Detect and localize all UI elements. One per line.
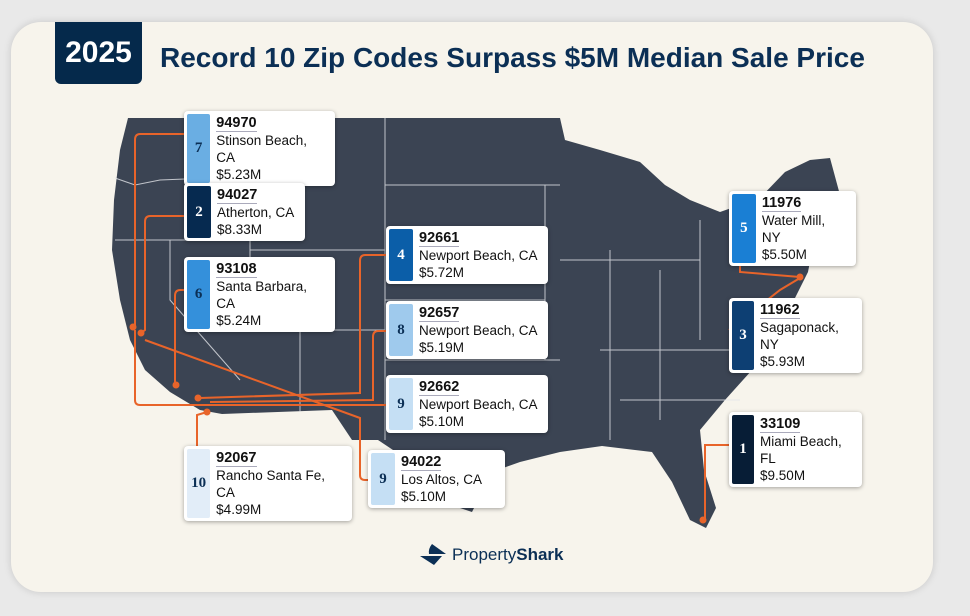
place-name: Newport Beach, CA (419, 397, 538, 412)
zip-code: 92657 (419, 305, 460, 322)
zip-code: 94022 (401, 454, 442, 471)
card-info: 94970 Stinson Beach, CA $5.23M (210, 114, 332, 183)
median-price: $5.10M (401, 489, 447, 504)
rank-badge: 6 (187, 260, 211, 329)
median-price: $5.50M (761, 247, 807, 262)
place-name: Sagaponack, NY (760, 320, 839, 352)
logo-text-property: Property (452, 545, 517, 564)
zip-card: 6 93108 Santa Barbara, CA $5.24M (184, 257, 335, 332)
zip-card: 3 11962 Sagaponack, NY $5.93M (729, 298, 862, 373)
place-name: Santa Barbara, CA (216, 279, 308, 311)
zip-card: 10 92067 Rancho Santa Fe, CA $4.99M (184, 446, 352, 521)
logo-text-shark: Shark (516, 545, 564, 564)
zip-code: 92067 (216, 450, 257, 467)
card-info: 93108 Santa Barbara, CA $5.24M (210, 260, 332, 329)
card-info: 92662 Newport Beach, CA $5.10M (413, 378, 544, 430)
card-info: 33109 Miami Beach, FL $9.50M (754, 415, 859, 484)
connector-lines (134, 133, 801, 520)
shark-fin-icon (414, 544, 446, 565)
place-name: Newport Beach, CA (419, 323, 538, 338)
median-price: $5.93M (760, 354, 806, 369)
card-info: 94027 Atherton, CA $8.33M (211, 186, 300, 238)
rank-badge: 10 (187, 449, 211, 518)
median-price: $5.23M (216, 167, 262, 182)
zip-code: 93108 (216, 261, 257, 278)
rank-badge: 8 (389, 304, 413, 356)
zip-card: 5 11976 Water Mill, NY $5.50M (729, 191, 856, 266)
rank-badge: 9 (389, 378, 413, 430)
zip-code: 11976 (761, 195, 802, 212)
place-name: Water Mill, NY (761, 213, 826, 245)
rank-badge: 9 (371, 453, 395, 505)
zip-code: 94970 (216, 115, 257, 132)
median-price: $9.50M (760, 468, 806, 483)
place-name: Rancho Santa Fe, CA (216, 468, 325, 500)
zip-code: 11962 (760, 302, 800, 319)
location-dots (129, 273, 804, 524)
zip-card: 9 92662 Newport Beach, CA $5.10M (386, 375, 548, 433)
place-name: Atherton, CA (217, 205, 295, 220)
propertyshark-logo: Property Shark (412, 543, 564, 567)
median-price: $5.72M (419, 265, 465, 280)
zip-card: 4 92661 Newport Beach, CA $5.72M (386, 226, 548, 284)
zip-card: 2 94027 Atherton, CA $8.33M (184, 183, 305, 241)
zip-card: 9 94022 Los Altos, CA $5.10M (368, 450, 505, 508)
card-info: 92067 Rancho Santa Fe, CA $4.99M (210, 449, 349, 518)
rank-badge: 3 (732, 301, 755, 370)
card-info: 11976 Water Mill, NY $5.50M (756, 194, 853, 263)
rank-badge: 2 (187, 186, 211, 238)
zip-card: 8 92657 Newport Beach, CA $5.19M (386, 301, 548, 359)
year-badge: 2025 (55, 22, 142, 84)
zip-card: 7 94970 Stinson Beach, CA $5.23M (184, 111, 335, 186)
rank-badge: 7 (187, 114, 211, 183)
rank-badge: 4 (389, 229, 413, 281)
rank-badge: 1 (732, 415, 755, 484)
zip-code: 33109 (760, 416, 801, 433)
median-price: $5.10M (419, 414, 465, 429)
card-info: 92657 Newport Beach, CA $5.19M (413, 304, 544, 356)
page-title: Record 10 Zip Codes Surpass $5M Median S… (160, 42, 865, 73)
card-info: 92661 Newport Beach, CA $5.72M (413, 229, 544, 281)
place-name: Los Altos, CA (401, 472, 483, 487)
card-info: 11962 Sagaponack, NY $5.93M (754, 301, 859, 370)
median-price: $5.19M (419, 340, 465, 355)
zip-code: 92662 (419, 379, 460, 396)
card-info: 94022 Los Altos, CA $5.10M (395, 453, 488, 505)
place-name: Miami Beach, FL (760, 434, 842, 466)
median-price: $4.99M (216, 502, 262, 517)
zip-code: 94027 (217, 187, 258, 204)
zip-code: 92661 (419, 230, 460, 247)
zip-card: 1 33109 Miami Beach, FL $9.50M (729, 412, 862, 487)
median-price: $8.33M (217, 222, 263, 237)
median-price: $5.24M (216, 313, 262, 328)
place-name: Newport Beach, CA (419, 248, 538, 263)
rank-badge: 5 (732, 194, 756, 263)
place-name: Stinson Beach, CA (216, 133, 308, 165)
